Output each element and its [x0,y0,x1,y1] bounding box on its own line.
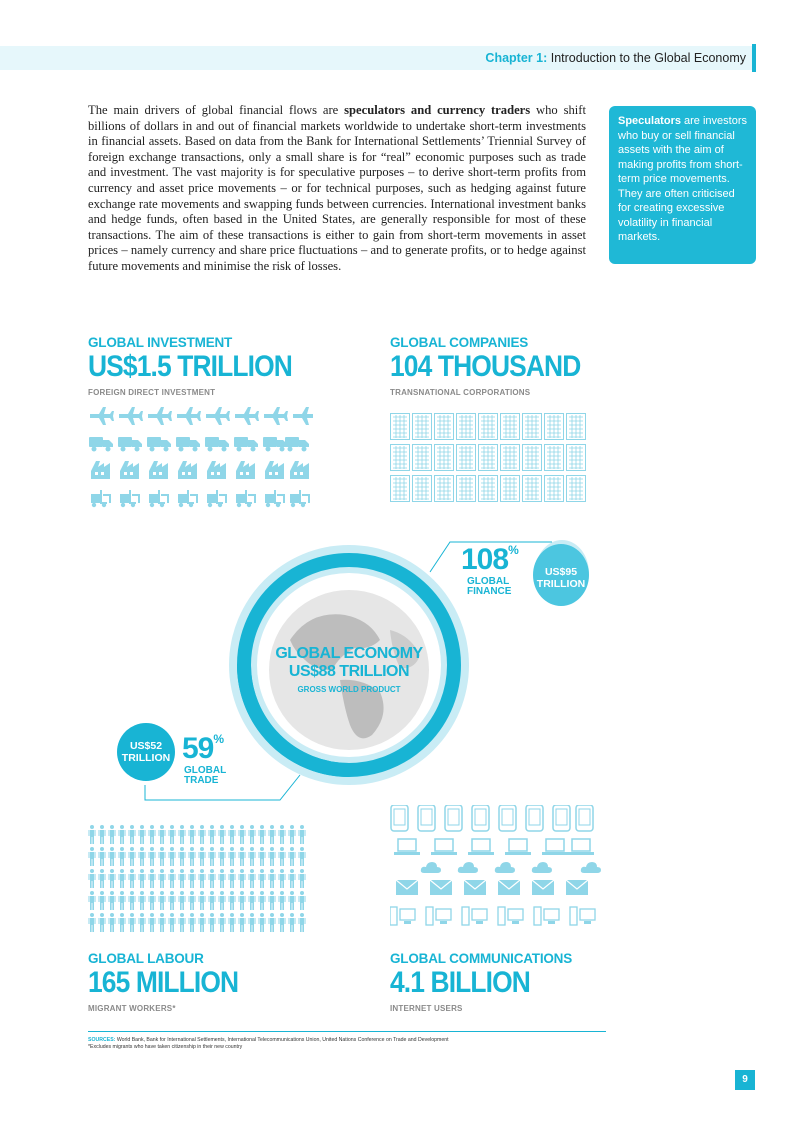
trade-percent: 59 [182,732,214,765]
trade-connector [144,774,301,801]
finance-label-2: FINANCE [467,586,512,597]
cloud-icon-row [420,862,601,873]
finance-bubble: US$95 TRILLION [533,544,589,606]
header-rule [752,44,756,72]
trade-label: GLOBAL TRADE [184,766,226,786]
chapter-title: Chapter 1: Introduction to the Global Ec… [485,51,746,65]
communications-icons [390,805,601,926]
companies-icons [390,413,586,502]
companies-sub: TRANSNATIONAL CORPORATIONS [390,388,531,397]
phone-icon-row [390,805,594,832]
truck-icon-row [89,437,309,452]
body-text-rest: who shift billions of dollars in and out… [88,103,586,273]
trade-bubble: US$52 TRILLION [117,723,175,781]
body-text-start: The main drivers of global financial flo… [88,103,345,117]
forklift-icon-row [90,489,310,509]
laptop-icon-row [393,838,595,856]
sources-text: World Bank, Bank for International Settl… [115,1037,449,1043]
economy-label: GLOBAL ECONOMY [275,645,423,662]
economy-graphic [144,541,552,801]
sources-label: SOURCES: [88,1037,116,1043]
footer-rule [88,1031,606,1032]
body-paragraph: The main drivers of global financial flo… [88,103,586,275]
factory-icon-row [91,461,309,479]
finance-stat: 108% GLOBAL FINANCE [461,543,519,597]
labour-sub: MIGRANT WORKERS* [88,1004,176,1013]
mail-icon-row [395,879,589,896]
communications-label: GLOBAL COMMUNICATIONS [390,951,573,966]
finance-label-1: GLOBAL [467,576,510,587]
communications-sub: INTERNET USERS [390,1004,463,1013]
investment-stat: GLOBAL INVESTMENT US$1.5 TRILLION FOREIG… [88,335,320,397]
finance-bubble-value: US$95 [544,566,578,578]
finance-bubble-unit: TRILLION [536,578,586,590]
building-icon-grid [390,413,586,502]
communications-value: 4.1 BILLION [390,966,531,999]
trade-bubble-value: US$52 [129,740,163,752]
trade-arc [237,666,350,777]
labour-stat: GLOBAL LABOUR 165 MILLION MIGRANT WORKER… [88,951,259,1013]
definition-box: Speculators are investors who buy or sel… [609,106,756,264]
trade-label-2: TRADE [184,775,219,786]
computer-icon-row [390,906,596,926]
trade-bubble-unit: TRILLION [121,752,171,764]
finance-connector [429,541,552,573]
plane-icon-row [90,407,313,425]
chapter-label: Chapter 1: [485,51,548,65]
body-text-bold: speculators and currency traders [344,103,531,117]
definition-term: Speculators [618,115,681,127]
page-number: 9 [735,1070,755,1090]
investment-sub: FOREIGN DIRECT INVESTMENT [88,388,216,397]
investment-label: GLOBAL INVESTMENT [88,335,233,350]
definition-text: are investors who buy or sell financial … [618,115,747,243]
labour-label: GLOBAL LABOUR [88,951,204,966]
labour-icons [88,825,306,932]
person-icon-grid [88,825,306,932]
finance-percent: 108 [461,543,509,576]
communications-stat: GLOBAL COMMUNICATIONS 4.1 BILLION INTERN… [390,951,572,1013]
sources-note: SOURCES: World Bank, Bank for Internatio… [88,1037,449,1051]
investment-icons [89,407,313,509]
investment-value: US$1.5 TRILLION [88,350,293,383]
trade-stat: 59% GLOBAL TRADE [182,732,226,786]
finance-percent-sign: % [508,543,519,557]
trade-percent-sign: % [213,732,225,746]
header-band [0,46,754,70]
labour-value: 165 MILLION [88,966,239,999]
trade-label-1: GLOBAL [184,765,227,776]
economy-value: US$88 TRILLION [288,663,410,680]
companies-label: GLOBAL COMPANIES [390,335,529,350]
companies-value: 104 THOUSAND [390,350,581,383]
chapter-name: Introduction to the Global Economy [550,51,746,65]
companies-stat: GLOBAL COMPANIES 104 THOUSAND TRANSNATIO… [390,335,606,397]
finance-label: GLOBAL FINANCE [467,577,519,597]
footnote: *Excludes migrants who have taken citize… [88,1044,243,1050]
economy-stat: GLOBAL ECONOMY US$88 TRILLION GROSS WORL… [249,645,449,694]
economy-sub: GROSS WORLD PRODUCT [297,685,401,694]
